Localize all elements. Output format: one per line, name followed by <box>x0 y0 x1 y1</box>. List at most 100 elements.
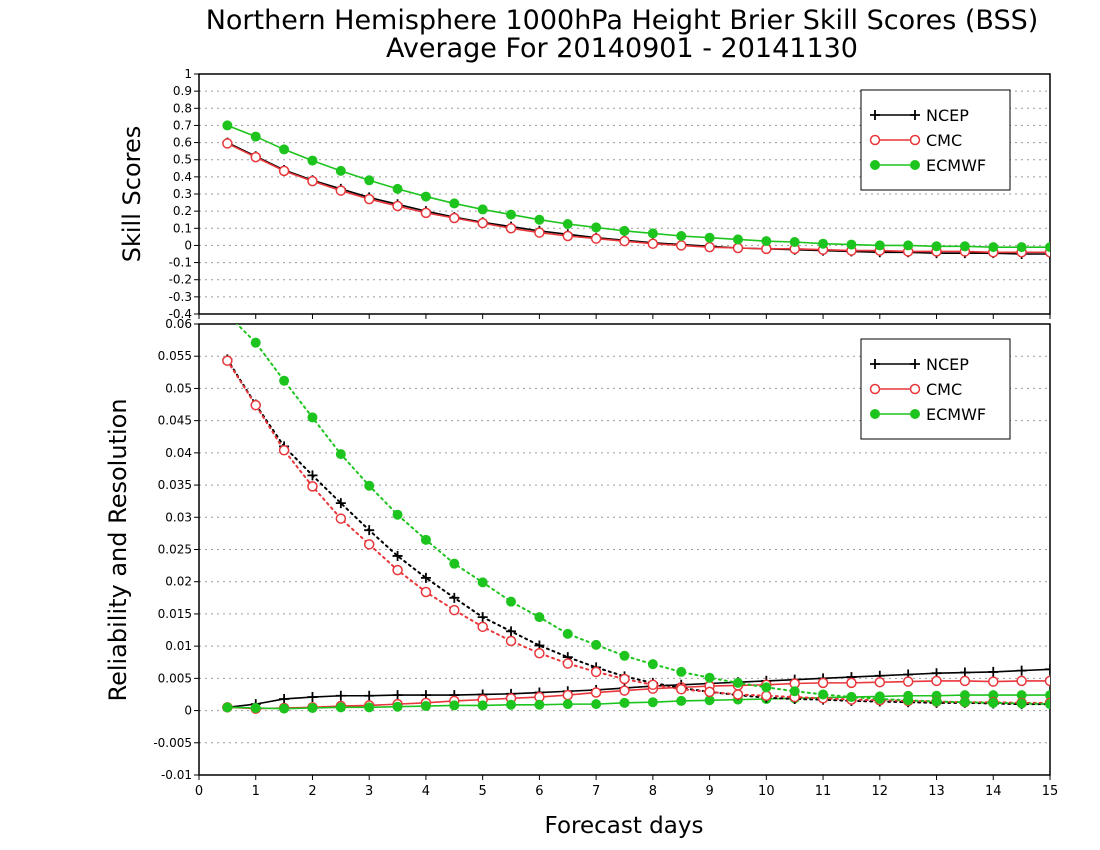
data-point-filled-circle <box>988 697 999 708</box>
data-point-filled-circle <box>506 596 517 607</box>
data-point-open-circle <box>477 621 488 633</box>
data-point-filled-circle <box>477 204 488 215</box>
data-point-open-circle <box>250 399 261 411</box>
data-point-open-circle <box>732 242 744 254</box>
x-tick-label: 0 <box>195 784 203 799</box>
data-point-filled-circle <box>846 239 857 250</box>
data-point-open-circle <box>988 676 999 687</box>
data-point-filled-circle <box>279 703 290 714</box>
data-point-filled-circle <box>562 628 573 639</box>
data-point-filled-circle <box>676 666 687 677</box>
data-point-filled-circle <box>789 237 800 247</box>
data-point-filled-circle <box>335 702 346 713</box>
data-point-filled-circle <box>307 412 318 423</box>
data-point-filled-circle <box>335 449 346 460</box>
y-tick-label: 0.015 <box>158 607 192 621</box>
data-point-filled-circle <box>420 191 431 202</box>
data-point-filled-circle <box>789 686 800 697</box>
data-point-filled-circle <box>222 120 233 131</box>
data-point-plus <box>1016 665 1027 676</box>
legend: NCEP CMC ECMWF <box>860 338 1011 440</box>
y-tick-label: 0.03 <box>165 510 192 524</box>
data-point-filled-circle <box>846 692 857 703</box>
data-point-plus <box>392 690 403 701</box>
data-point-plus <box>392 550 403 561</box>
legend-label: ECMWF <box>926 156 986 175</box>
data-point-filled-circle <box>279 375 290 386</box>
data-point-plus <box>335 498 346 509</box>
data-point-filled-circle <box>222 702 233 713</box>
legend-label: NCEP <box>926 106 969 125</box>
data-point-open-circle <box>590 666 602 678</box>
y-tick-label: 0.01 <box>165 639 192 653</box>
data-point-open-circle <box>732 689 744 700</box>
data-point-filled-circle <box>506 209 517 220</box>
data-point-open-circle <box>909 383 921 395</box>
x-tick-label: 13 <box>928 784 945 799</box>
x-tick-label: 12 <box>872 784 889 799</box>
x-tick-label: 14 <box>985 784 1002 799</box>
y-tick-label: 0.045 <box>158 414 192 428</box>
data-point-filled-circle <box>647 228 658 239</box>
series-group <box>222 120 1050 259</box>
data-point-open-circle <box>704 686 715 698</box>
x-tick-label: 11 <box>815 784 832 799</box>
data-point-open-circle <box>562 230 574 242</box>
data-point-open-circle <box>505 223 517 234</box>
data-point-open-circle <box>1044 675 1050 687</box>
data-point-filled-circle <box>534 612 545 623</box>
data-point-plus <box>364 690 375 701</box>
y-tick-label: 0 <box>184 704 192 718</box>
series-line <box>227 680 1050 710</box>
data-point-open-circle <box>931 675 942 687</box>
y-tick-label: 0.04 <box>165 446 192 460</box>
data-point-filled-circle <box>732 234 743 245</box>
data-point-open-circle <box>619 673 630 685</box>
data-point-open-circle <box>449 604 460 616</box>
legend-item-cmc: CMC <box>869 131 962 150</box>
y-tick-label: 0.7 <box>173 118 192 132</box>
data-point-open-circle <box>874 676 886 688</box>
data-point-filled-circle <box>250 702 261 713</box>
legend-label: NCEP <box>926 355 969 374</box>
legend-label: CMC <box>926 380 962 399</box>
data-point-open-circle <box>619 235 630 247</box>
y-axis-label: Reliability and Resolution <box>104 398 132 701</box>
data-point-filled-circle <box>704 232 715 243</box>
data-point-open-circle <box>959 675 971 687</box>
y-tick-label: 0.9 <box>173 84 192 98</box>
legend-item-ecmwf: ECMWF <box>870 156 986 175</box>
data-point-filled-circle <box>619 697 630 708</box>
data-point-filled-circle <box>619 225 630 236</box>
data-point-filled-circle <box>591 699 602 710</box>
data-point-filled-circle <box>562 219 573 229</box>
data-point-open-circle <box>534 647 545 659</box>
data-point-open-circle <box>675 684 687 695</box>
data-point-filled-circle <box>392 701 403 712</box>
legend-label: CMC <box>926 131 962 150</box>
skill-scores-panel: 1 0.9 0.8 0.7 0.6 0.5 0.4 0.3 0.2 0.1 0 -0.1 -0.2 -0.… <box>118 67 1051 321</box>
data-point-filled-circle <box>910 160 920 170</box>
data-point-open-circle <box>420 586 432 598</box>
data-point-open-circle <box>869 383 881 395</box>
plot-frame <box>198 73 1051 315</box>
y-axis-label: Skill Scores <box>118 126 146 263</box>
data-point-open-circle <box>307 175 318 187</box>
data-point-open-circle <box>619 685 630 696</box>
y-tick-label: 0.2 <box>173 204 192 218</box>
data-point-filled-circle <box>477 577 488 588</box>
data-point-open-circle <box>761 690 772 702</box>
x-tick-label: 5 <box>479 784 487 799</box>
data-point-filled-circle <box>931 241 942 252</box>
data-point-open-circle <box>222 355 233 366</box>
data-point-plus <box>506 626 517 637</box>
data-point-open-circle <box>363 539 375 550</box>
data-point-plus <box>910 359 920 369</box>
data-point-filled-circle <box>903 240 914 251</box>
legend-item-cmc: CMC <box>869 380 962 399</box>
data-point-filled-circle <box>1045 699 1050 710</box>
series-group <box>222 324 1050 714</box>
data-point-open-circle <box>392 200 403 212</box>
data-point-open-circle <box>647 238 659 249</box>
data-point-open-circle <box>335 185 347 196</box>
